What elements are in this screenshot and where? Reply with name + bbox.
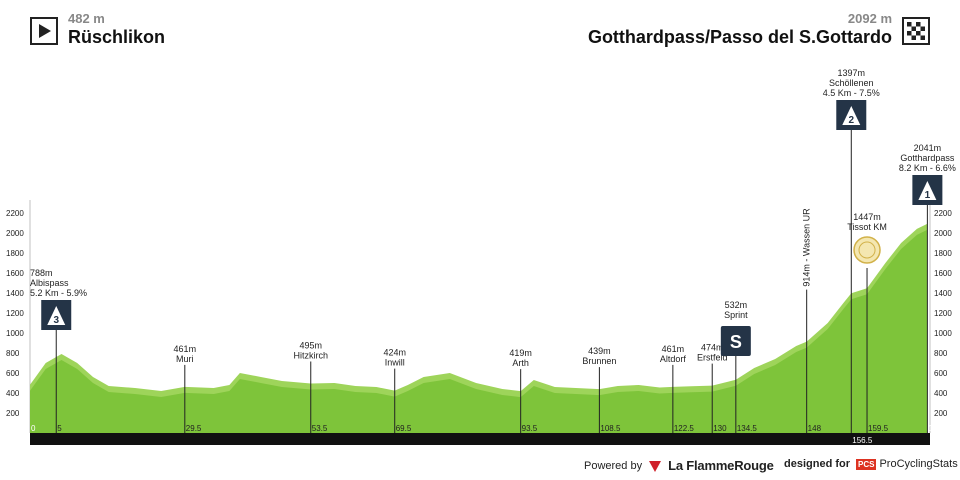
waypoint-label: 914m - Wassen UR — [802, 208, 812, 287]
pcs-name: ProCyclingStats — [879, 458, 958, 470]
y-tick-right: 2200 — [934, 209, 952, 218]
waypoint-label: 5.2 Km - 5.9% — [30, 288, 87, 298]
km-mark-label: 5 — [57, 424, 62, 433]
waypoint-label: 4.5 Km - 7.5% — [823, 88, 880, 98]
waypoint-label: 439m — [588, 346, 611, 356]
waypoint-label: 474m — [701, 343, 724, 353]
mountain-icon — [918, 181, 937, 200]
designed-for: designed for PCS ProCyclingStats — [784, 458, 958, 470]
climb-category-number: 1 — [925, 190, 931, 201]
designed-for-text: designed for — [784, 458, 851, 470]
waypoint-label: Hitzkirch — [294, 351, 329, 361]
km-mark-label: 134.5 — [737, 424, 758, 433]
y-tick-right: 1000 — [934, 329, 952, 338]
brand-bold: Rouge — [734, 458, 774, 473]
waypoint-label: 495m — [300, 341, 323, 351]
y-tick-left: 1800 — [6, 249, 24, 258]
waypoint-label: 461m — [174, 344, 197, 354]
y-tick-right: 1600 — [934, 269, 952, 278]
waypoint-label: 461m — [662, 344, 685, 354]
km-mark-label: 53.5 — [312, 424, 328, 433]
km-mark-label: 122.5 — [674, 424, 695, 433]
y-tick-right: 1800 — [934, 249, 952, 258]
sprint-icon: S — [730, 332, 742, 352]
brand-plain: La Flamme — [668, 458, 735, 473]
powered-by-text: Powered by — [584, 459, 643, 472]
start-flag-icon — [30, 17, 58, 45]
y-tick-left: 400 — [6, 389, 20, 398]
y-tick-right: 1400 — [934, 289, 952, 298]
start-town: Rüschlikon — [68, 27, 166, 47]
km-mark-label: 148 — [808, 424, 822, 433]
waypoint-label: Schöllenen — [829, 78, 874, 88]
y-tick-left: 200 — [6, 409, 20, 418]
mountain-icon — [47, 306, 66, 325]
sprint-badge — [720, 326, 751, 356]
waypoint-label: Altdorf — [660, 354, 687, 364]
y-tick-right: 1200 — [934, 309, 952, 318]
km-mark-label: 69.5 — [396, 424, 412, 433]
waypoint-label: Sprint — [724, 310, 748, 320]
km-mark-label: 16 — [931, 436, 940, 445]
flamme-rouge-logo-icon — [649, 460, 662, 472]
y-tick-left: 2200 — [6, 209, 24, 218]
climb-category-number: 2 — [849, 115, 855, 126]
pcs-brand: PCS ProCyclingStats — [856, 458, 958, 470]
km-mark-label: 156.5 — [852, 436, 873, 445]
finish-altitude: 2092 m — [847, 11, 892, 26]
y-tick-left: 1400 — [6, 289, 24, 298]
km-mark-label: 0 — [31, 424, 36, 433]
waypoint-label: 788m — [30, 268, 53, 278]
waypoint-label: 1447m — [853, 212, 881, 222]
waypoint-label: 424m — [383, 348, 406, 358]
y-tick-left: 800 — [6, 349, 20, 358]
flamme-rouge-brand: La FlammeRouge — [668, 458, 774, 473]
y-tick-left: 1600 — [6, 269, 24, 278]
waypoint-label: Erstfeld — [697, 353, 728, 363]
km-mark-label: 159.5 — [868, 424, 889, 433]
waypoint-label: Tissot KM — [847, 222, 887, 232]
y-tick-right: 200 — [934, 409, 948, 418]
waypoint-label: 419m — [509, 348, 532, 358]
climb-category-number: 3 — [53, 315, 59, 326]
start-header: 482 m Rüschlikon — [30, 12, 165, 48]
waypoint-label: Inwill — [385, 358, 405, 368]
y-tick-right: 600 — [934, 369, 948, 378]
finish-header: 2092 m Gotthardpass/Passo del S.Gottardo — [588, 12, 930, 48]
pcs-logo: PCS — [856, 459, 877, 470]
powered-by: Powered by La FlammeRouge — [584, 458, 774, 473]
waypoint-label: 8.2 Km - 6.6% — [899, 163, 956, 173]
km-mark-label: 93.5 — [522, 424, 538, 433]
km-mark-label: 130 — [713, 424, 727, 433]
tissot-km-ring — [858, 241, 876, 259]
terrain-area — [30, 223, 928, 433]
start-altitude: 482 m — [68, 11, 105, 26]
km-mark-label: 171 — [928, 424, 942, 433]
tissot-km-icon — [853, 236, 881, 264]
finish-flag-icon — [902, 17, 930, 45]
y-tick-right: 800 — [934, 349, 948, 358]
waypoint-label: 1397m — [838, 68, 866, 78]
waypoint-label: 2041m — [914, 143, 942, 153]
km-mark-label: 29.5 — [186, 424, 202, 433]
waypoint-label: Brunnen — [582, 356, 616, 366]
y-tick-left: 1000 — [6, 329, 24, 338]
mountain-icon — [842, 106, 861, 125]
y-tick-left: 600 — [6, 369, 20, 378]
km-base-band — [30, 433, 930, 445]
y-tick-right: 400 — [934, 389, 948, 398]
terrain-shade — [30, 229, 928, 433]
waypoint-label: Arth — [512, 358, 529, 368]
y-tick-left: 2000 — [6, 229, 24, 238]
waypoint-label: Muri — [176, 354, 194, 364]
waypoint-label: Albispass — [30, 278, 69, 288]
waypoint-label: Gotthardpass — [900, 153, 955, 163]
waypoint-label: 532m — [725, 300, 748, 310]
km-mark-label: 108.5 — [600, 424, 621, 433]
y-tick-right: 2000 — [934, 229, 952, 238]
y-tick-left: 1200 — [6, 309, 24, 318]
finish-town: Gotthardpass/Passo del S.Gottardo — [587, 27, 892, 47]
